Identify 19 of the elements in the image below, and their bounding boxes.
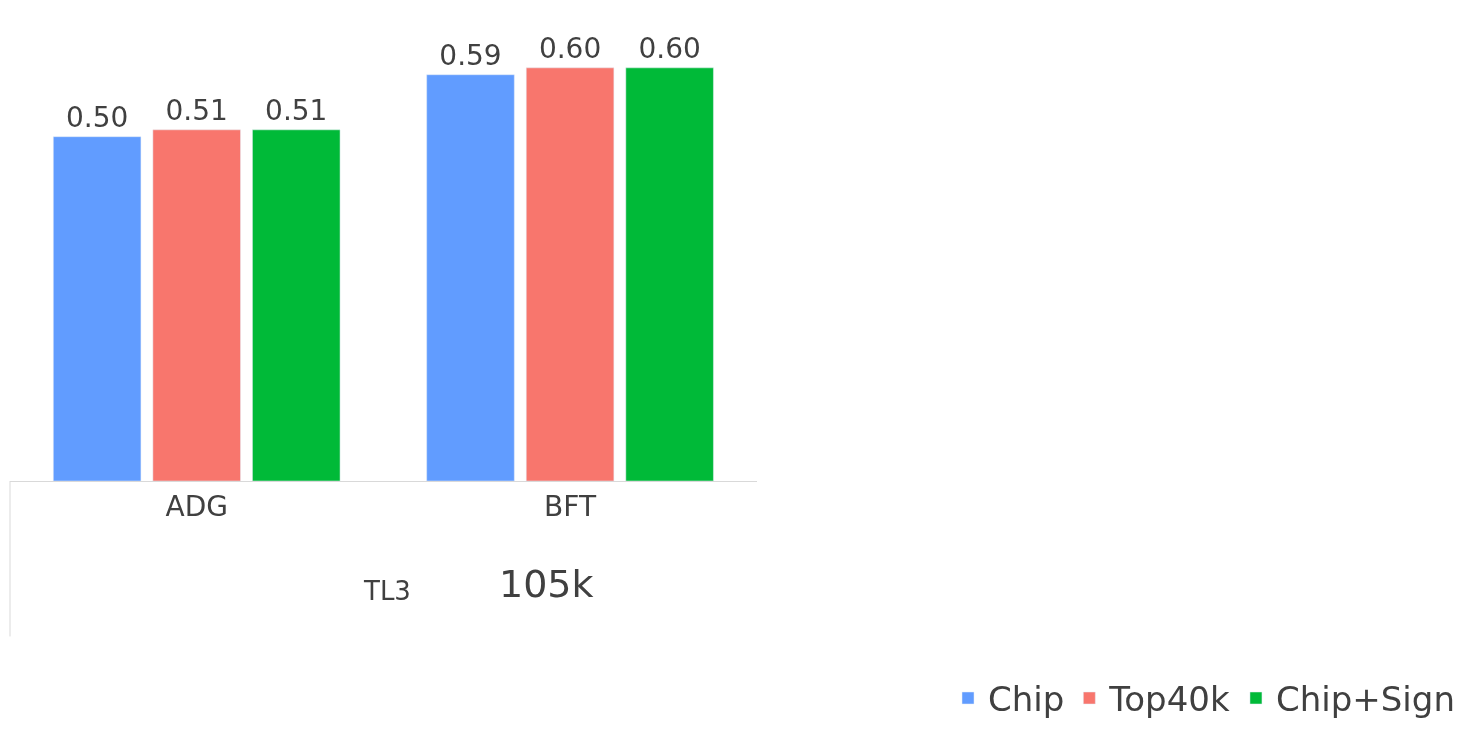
data-label: 0.60: [638, 31, 701, 65]
data-label: 0.51: [165, 93, 228, 127]
bar: [426, 74, 515, 481]
text: 105k: [499, 562, 594, 606]
text: TL3: [363, 576, 411, 606]
data-label: 0.59: [439, 38, 502, 72]
legend-label: Top40k: [1108, 679, 1230, 720]
data-label: 0.60: [538, 31, 602, 65]
legend-label: Chip: [988, 679, 1065, 720]
bar: [252, 129, 341, 481]
x-tick-label: BFT: [544, 489, 597, 523]
data-label: 0.50: [65, 100, 129, 134]
bar: [53, 136, 142, 481]
bar: [526, 67, 615, 481]
x-tick-label: ADG: [165, 489, 228, 523]
legend-label: Chip+Sign: [1275, 679, 1455, 720]
bar: [625, 67, 714, 481]
bar: [152, 129, 241, 481]
data-label: 0.51: [265, 93, 328, 127]
